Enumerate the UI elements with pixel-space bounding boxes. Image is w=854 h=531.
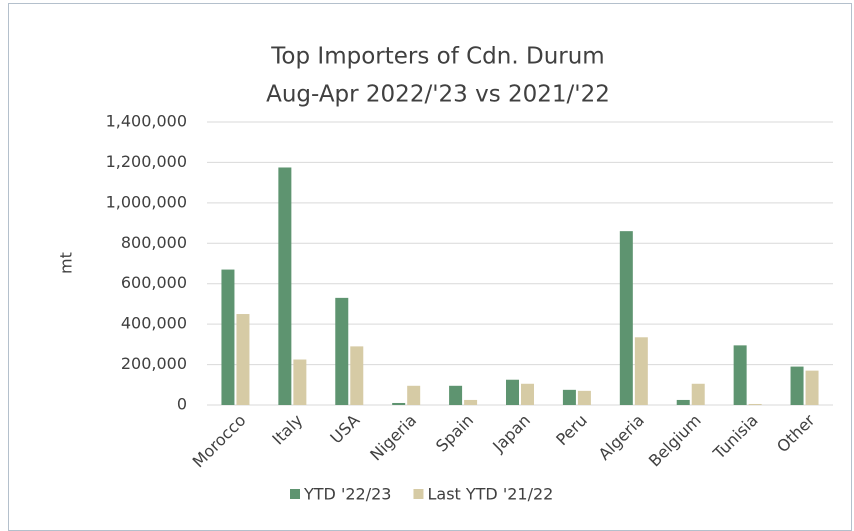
chart-subtitle: Aug-Apr 2022/'23 vs 2021/'22 [266, 82, 610, 108]
bar [805, 370, 819, 405]
bar [521, 383, 534, 405]
bar [278, 167, 292, 405]
y-tick-label: 400,000 [121, 314, 187, 333]
bar [577, 390, 591, 405]
legend-swatch [290, 489, 300, 499]
y-tick-label: 0 [177, 395, 187, 414]
legend-swatch [413, 489, 424, 499]
bar [733, 345, 747, 405]
y-tick-label: 600,000 [121, 273, 187, 292]
bar [350, 346, 364, 405]
chart-frame [8, 3, 852, 531]
bar [407, 385, 421, 405]
legend-label: YTD '22/23 [303, 485, 391, 504]
y-tick-label: 200,000 [121, 354, 187, 373]
bar [449, 385, 463, 405]
y-tick-label: 1,000,000 [106, 192, 187, 211]
y-tick-label: 800,000 [121, 233, 187, 252]
bar [562, 389, 576, 405]
bar [221, 269, 235, 405]
bar [335, 297, 349, 405]
bar [236, 314, 250, 405]
bar [676, 399, 690, 405]
bar [392, 402, 406, 405]
bar [619, 231, 633, 405]
legend-label: Last YTD '21/22 [427, 485, 553, 504]
bar [293, 359, 307, 405]
y-axis-label: mt [57, 252, 76, 274]
chart-title: Top Importers of Cdn. Durum [270, 44, 604, 70]
bar [506, 379, 519, 405]
bar [464, 399, 478, 405]
bar [691, 383, 705, 405]
y-tick-label: 1,400,000 [106, 112, 187, 131]
y-tick-label: 1,200,000 [106, 152, 187, 171]
bar [790, 366, 804, 405]
bar [748, 403, 762, 405]
bar [634, 337, 648, 405]
